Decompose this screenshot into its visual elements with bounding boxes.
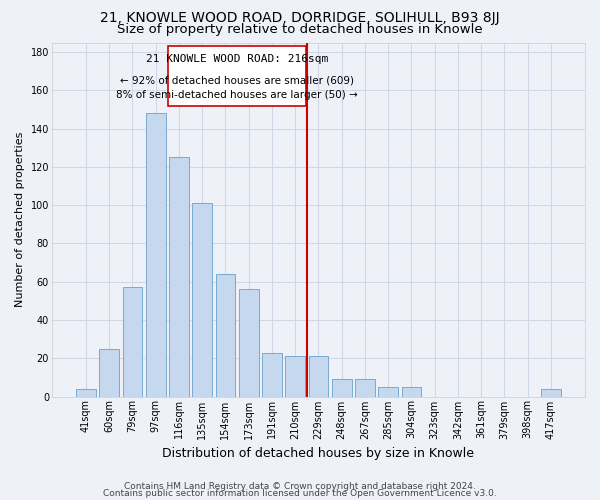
Bar (308, 356, 328, 397)
Text: Contains HM Land Registry data © Crown copyright and database right 2024.: Contains HM Land Registry data © Crown c… (124, 482, 476, 491)
Bar (146, 114, 166, 397)
Bar (401, 387, 421, 396)
Bar (193, 203, 212, 396)
Bar (355, 380, 375, 396)
Text: 21, KNOWLE WOOD ROAD, DORRIDGE, SOLIHULL, B93 8JJ: 21, KNOWLE WOOD ROAD, DORRIDGE, SOLIHULL… (100, 11, 500, 25)
Bar (285, 356, 305, 397)
Bar (332, 380, 352, 396)
Bar (169, 46, 305, 106)
Text: Contains public sector information licensed under the Open Government Licence v3: Contains public sector information licen… (103, 489, 497, 498)
Bar (100, 348, 119, 397)
Text: ← 92% of detached houses are smaller (609): ← 92% of detached houses are smaller (60… (120, 75, 354, 85)
Text: 21 KNOWLE WOOD ROAD: 216sqm: 21 KNOWLE WOOD ROAD: 216sqm (146, 54, 328, 64)
Bar (239, 290, 259, 397)
Text: Size of property relative to detached houses in Knowle: Size of property relative to detached ho… (117, 22, 483, 36)
Bar (262, 352, 282, 397)
X-axis label: Distribution of detached houses by size in Knowle: Distribution of detached houses by size … (163, 447, 475, 460)
Bar (215, 274, 235, 396)
Bar (541, 389, 561, 396)
Bar (169, 158, 189, 396)
Bar (122, 288, 142, 397)
Bar (76, 389, 96, 396)
Bar (378, 387, 398, 396)
Y-axis label: Number of detached properties: Number of detached properties (15, 132, 25, 307)
Text: 8% of semi-detached houses are larger (50) →: 8% of semi-detached houses are larger (5… (116, 90, 358, 100)
